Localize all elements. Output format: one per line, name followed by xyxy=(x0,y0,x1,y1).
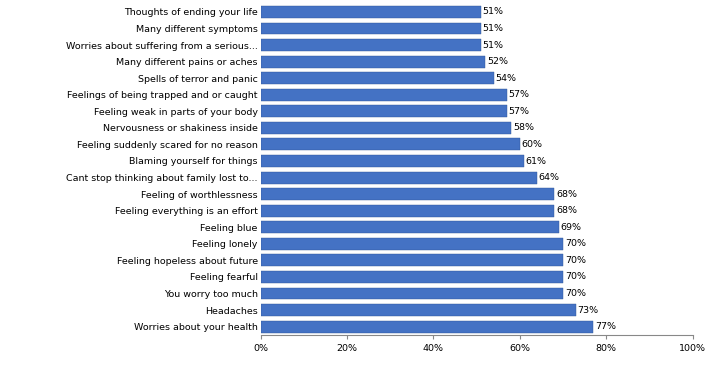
Text: 77%: 77% xyxy=(595,322,616,331)
Bar xyxy=(261,304,576,316)
Bar xyxy=(261,138,520,151)
Bar xyxy=(261,6,481,18)
Text: 60%: 60% xyxy=(521,140,543,149)
Bar xyxy=(261,171,537,184)
Text: 70%: 70% xyxy=(565,272,585,282)
Text: 57%: 57% xyxy=(508,90,530,99)
Bar xyxy=(261,39,481,51)
Text: 51%: 51% xyxy=(483,7,503,17)
Text: 51%: 51% xyxy=(483,40,503,50)
Bar xyxy=(261,155,524,167)
Bar xyxy=(261,238,563,250)
Bar xyxy=(261,188,554,200)
Text: 68%: 68% xyxy=(556,190,577,199)
Bar xyxy=(261,22,481,35)
Bar xyxy=(261,321,593,333)
Text: 64%: 64% xyxy=(539,173,560,182)
Text: 54%: 54% xyxy=(496,74,517,83)
Bar xyxy=(261,89,507,101)
Bar xyxy=(261,205,554,217)
Bar xyxy=(261,287,563,300)
Bar xyxy=(261,221,558,233)
Text: 69%: 69% xyxy=(560,223,581,232)
Text: 52%: 52% xyxy=(487,57,508,66)
Text: 51%: 51% xyxy=(483,24,503,33)
Bar xyxy=(261,72,494,84)
Bar xyxy=(261,271,563,283)
Bar xyxy=(261,254,563,266)
Text: 70%: 70% xyxy=(565,289,585,298)
Text: 61%: 61% xyxy=(526,156,547,166)
Text: 70%: 70% xyxy=(565,239,585,248)
Bar xyxy=(261,56,486,68)
Text: 57%: 57% xyxy=(508,107,530,116)
Text: 70%: 70% xyxy=(565,256,585,265)
Text: 58%: 58% xyxy=(513,123,534,132)
Bar xyxy=(261,105,507,117)
Text: 68%: 68% xyxy=(556,206,577,215)
Bar xyxy=(261,122,511,134)
Text: 73%: 73% xyxy=(578,305,599,315)
